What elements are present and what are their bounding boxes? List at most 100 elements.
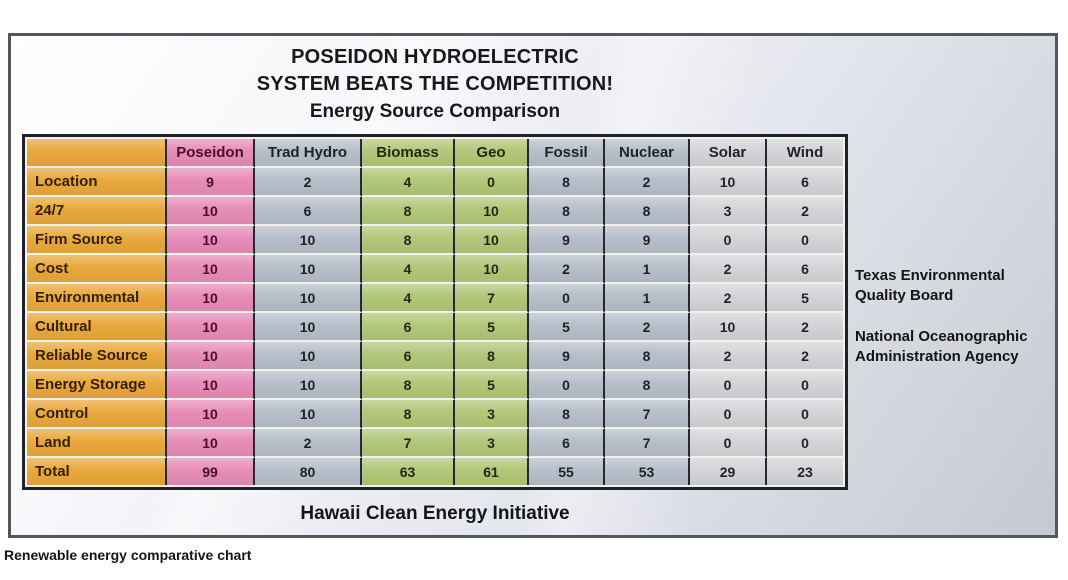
value-cell: 1: [605, 255, 690, 284]
table-row: Cultural 10 10 6 5 5 2 10 2: [27, 313, 843, 342]
value-cell: 7: [455, 284, 529, 313]
value-cell: 10: [167, 342, 255, 371]
value-cell: 2: [690, 284, 767, 313]
value-cell: 9: [167, 168, 255, 197]
value-cell: 8: [362, 197, 455, 226]
value-cell: 10: [255, 400, 362, 429]
column-header: Nuclear: [605, 139, 690, 168]
value-cell: 6: [255, 197, 362, 226]
column-header: Poseidon: [167, 139, 255, 168]
value-cell: 8: [362, 400, 455, 429]
comparison-table: Poseidon Trad Hydro Biomass Geo Fossil Nuclea…: [27, 139, 843, 485]
value-cell: 2: [690, 255, 767, 284]
comparison-table-wrap: Poseidon Trad Hydro Biomass Geo Fossil Nuclea…: [22, 134, 848, 490]
value-cell: 23: [767, 458, 843, 485]
value-cell: 2: [690, 342, 767, 371]
value-cell: 0: [767, 371, 843, 400]
value-cell: 0: [690, 371, 767, 400]
value-cell: 0: [690, 226, 767, 255]
row-label: 24/7: [27, 197, 167, 226]
value-cell: 10: [690, 313, 767, 342]
value-cell: 0: [690, 400, 767, 429]
poster-board: POSEIDON HYDROELECTRIC SYSTEM BEATS THE …: [8, 33, 1058, 538]
value-cell: 10: [455, 226, 529, 255]
table-row: Land 10 2 7 3 6 7 0 0: [27, 429, 843, 458]
value-cell: 9: [605, 226, 690, 255]
value-cell: 10: [255, 255, 362, 284]
corner-cell: [27, 139, 167, 168]
column-header: Geo: [455, 139, 529, 168]
table-row: 24/7 10 6 8 10 8 8 3 2: [27, 197, 843, 226]
value-cell: 6: [767, 255, 843, 284]
column-header: Wind: [767, 139, 843, 168]
column-header: Trad Hydro: [255, 139, 362, 168]
value-cell: 4: [362, 284, 455, 313]
value-cell: 8: [605, 371, 690, 400]
value-cell: 80: [255, 458, 362, 485]
value-cell: 3: [455, 400, 529, 429]
table-row: Reliable Source 10 10 6 8 9 8 2 2: [27, 342, 843, 371]
value-cell: 0: [455, 168, 529, 197]
value-cell: 10: [255, 226, 362, 255]
row-label: Total: [27, 458, 167, 485]
value-cell: 5: [455, 371, 529, 400]
table-row: Energy Storage 10 10 8 5 0 8 0 0: [27, 371, 843, 400]
row-label: Cost: [27, 255, 167, 284]
value-cell: 10: [167, 313, 255, 342]
table-row: Control 10 10 8 3 8 7 0 0: [27, 400, 843, 429]
value-cell: 8: [529, 400, 605, 429]
row-label: Cultural: [27, 313, 167, 342]
poster-title-block: POSEIDON HYDROELECTRIC SYSTEM BEATS THE …: [22, 44, 848, 125]
annotation-texas-environmental-quality-board: Texas Environmental Quality Board: [855, 267, 1005, 304]
value-cell: 10: [167, 226, 255, 255]
value-cell: 29: [690, 458, 767, 485]
value-cell: 5: [529, 313, 605, 342]
value-cell: 99: [167, 458, 255, 485]
value-cell: 53: [605, 458, 690, 485]
annotation-national-oceanographic-administration-agency: National Oceanographic Administration Ag…: [855, 328, 1028, 365]
table-row: Environmental 10 10 4 7 0 1 2 5: [27, 284, 843, 313]
poster-footer: Hawaii Clean Energy Initiative: [300, 503, 570, 524]
value-cell: 55: [529, 458, 605, 485]
value-cell: 10: [455, 255, 529, 284]
value-cell: 2: [605, 168, 690, 197]
value-cell: 10: [167, 197, 255, 226]
value-cell: 3: [455, 429, 529, 458]
row-label: Control: [27, 400, 167, 429]
value-cell: 8: [455, 342, 529, 371]
value-cell: 10: [167, 255, 255, 284]
value-cell: 0: [529, 371, 605, 400]
value-cell: 8: [529, 168, 605, 197]
value-cell: 10: [167, 400, 255, 429]
value-cell: 6: [362, 313, 455, 342]
poster-title-line2: SYSTEM BEATS THE COMPETITION!: [256, 73, 614, 95]
value-cell: 10: [255, 313, 362, 342]
value-cell: 2: [767, 313, 843, 342]
row-label: Energy Storage: [27, 371, 167, 400]
table-row: Location 9 2 4 0 8 2 10 6: [27, 168, 843, 197]
value-cell: 4: [362, 168, 455, 197]
row-label: Location: [27, 168, 167, 197]
value-cell: 9: [529, 342, 605, 371]
value-cell: 63: [362, 458, 455, 485]
table-row: Cost 10 10 4 10 2 1 2 6: [27, 255, 843, 284]
value-cell: 2: [255, 168, 362, 197]
value-cell: 2: [255, 429, 362, 458]
value-cell: 7: [605, 400, 690, 429]
column-header: Fossil: [529, 139, 605, 168]
row-label: Firm Source: [27, 226, 167, 255]
value-cell: 8: [529, 197, 605, 226]
image-caption: Renewable energy comparative chart: [4, 547, 252, 563]
value-cell: 10: [455, 197, 529, 226]
value-cell: 0: [767, 429, 843, 458]
value-cell: 10: [255, 342, 362, 371]
value-cell: 0: [690, 429, 767, 458]
poster-title-line1: POSEIDON HYDROELECTRIC: [291, 46, 579, 68]
table-row: Firm Source 10 10 8 10 9 9 0 0: [27, 226, 843, 255]
value-cell: 6: [529, 429, 605, 458]
value-cell: 2: [605, 313, 690, 342]
annotations-block: Texas Environmental Quality Board Nation…: [855, 266, 1055, 388]
row-label: Environmental: [27, 284, 167, 313]
value-cell: 10: [255, 284, 362, 313]
value-cell: 2: [767, 197, 843, 226]
